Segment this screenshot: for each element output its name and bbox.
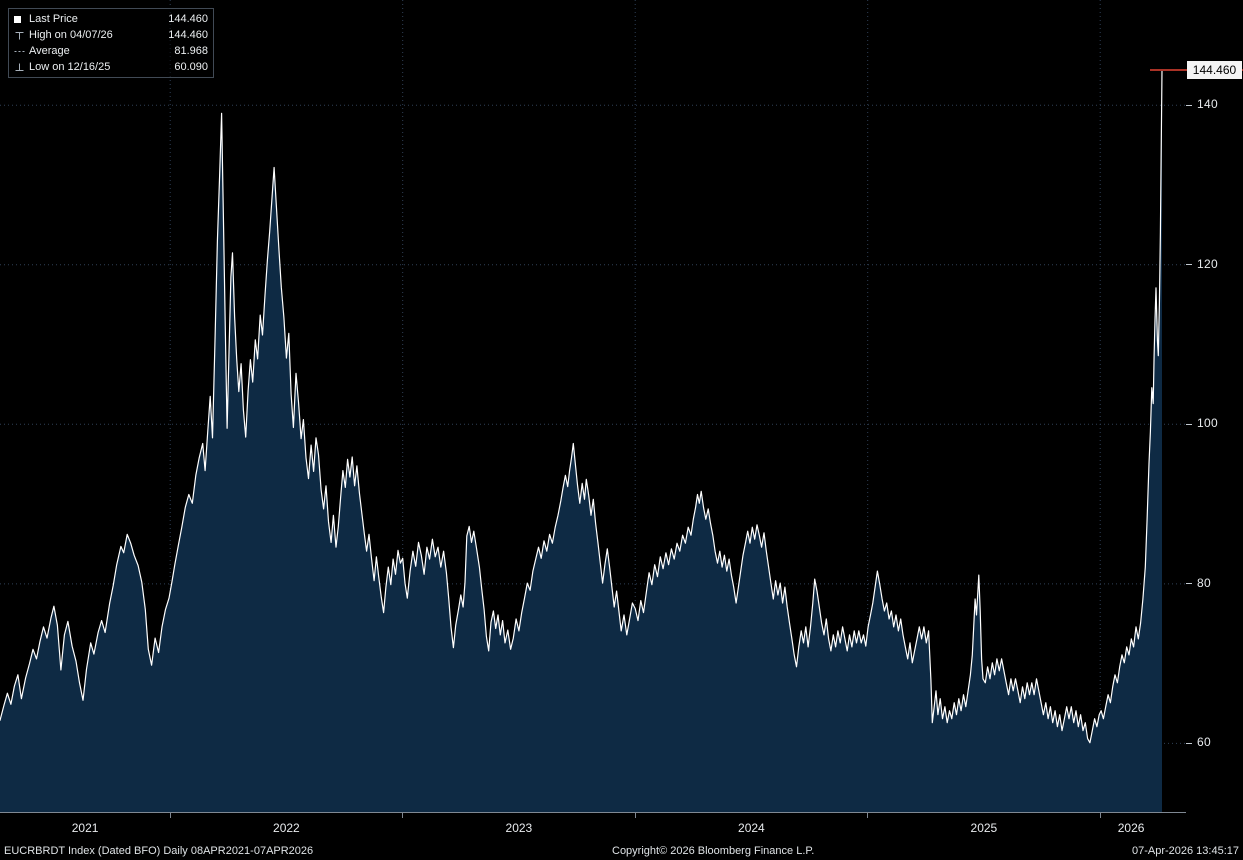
x-axis-tick	[867, 813, 869, 818]
last-price-swatch-icon	[14, 15, 29, 23]
y-axis-tick	[1186, 264, 1192, 266]
y-axis-label: 140	[1197, 97, 1218, 112]
y-axis-tick	[1186, 104, 1192, 106]
x-axis-label: 2025	[970, 821, 998, 835]
x-axis-tick	[169, 813, 171, 818]
legend-value: 144.460	[168, 29, 208, 41]
price-area-fill	[0, 69, 1162, 812]
y-axis-tick	[1186, 583, 1192, 585]
average-dash-icon	[14, 46, 29, 57]
low-marker-icon	[14, 62, 29, 73]
x-axis-tick	[1099, 813, 1101, 818]
y-axis-tick	[1186, 423, 1192, 425]
status-bar: EUCRBRDT Index (Dated BFO) Daily 08APR20…	[0, 843, 1243, 860]
legend-value: 144.460	[168, 13, 208, 25]
y-axis-label: 80	[1197, 575, 1211, 590]
x-axis-label: 2021	[71, 821, 99, 835]
y-axis-label: 60	[1197, 735, 1211, 750]
x-axis-tick	[634, 813, 636, 818]
copyright-text: Copyright© 2026 Bloomberg Finance L.P.	[612, 845, 815, 857]
legend-label: Low on 12/16/25	[29, 61, 111, 73]
y-axis[interactable]: 144.460 60 80 100 120 140	[1186, 0, 1243, 812]
legend-row-high[interactable]: High on 04/07/26 144.460	[14, 27, 208, 43]
legend-value: 60.090	[174, 61, 208, 73]
timestamp: 07-Apr-2026 13:45:17	[1131, 845, 1239, 857]
high-marker-icon	[14, 30, 29, 41]
legend-label: Last Price	[29, 13, 78, 25]
y-axis-tick	[1186, 742, 1192, 744]
y-axis-label: 120	[1197, 256, 1218, 271]
x-axis-line	[0, 812, 1186, 813]
last-price-axis-tag: 144.460	[1187, 60, 1242, 79]
x-axis[interactable]: 2021 2022 2023 2024 2025 2026	[0, 812, 1186, 846]
x-axis-label: 2022	[273, 821, 300, 835]
x-axis-tick	[402, 813, 404, 818]
legend-row-average[interactable]: Average 81.968	[14, 43, 208, 59]
legend-label: High on 04/07/26	[29, 29, 113, 41]
price-chart-canvas[interactable]	[0, 0, 1186, 812]
legend-value: 81.968	[174, 45, 208, 57]
price-line	[0, 69, 1163, 744]
x-axis-label: 2026	[1117, 821, 1145, 835]
x-axis-label: 2023	[505, 821, 533, 835]
x-axis-label: 2024	[738, 821, 765, 835]
legend-label: Average	[29, 45, 70, 57]
y-axis-label: 100	[1197, 416, 1218, 431]
legend-row-last-price[interactable]: Last Price 144.460	[14, 11, 208, 27]
chart-legend: Last Price 144.460 High on 04/07/26 144.…	[8, 8, 214, 78]
legend-row-low[interactable]: Low on 12/16/25 60.090	[14, 59, 208, 75]
security-descriptor: EUCRBRDT Index (Dated BFO) Daily 08APR20…	[4, 845, 314, 857]
